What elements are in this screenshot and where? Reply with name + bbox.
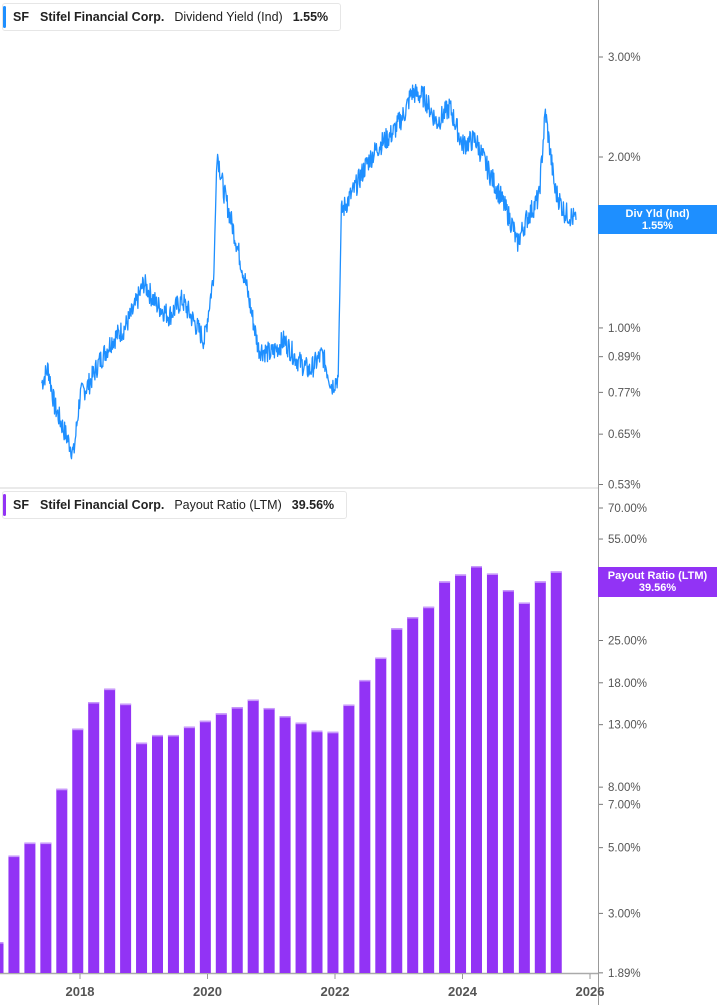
legend-ticker: SF bbox=[13, 498, 29, 512]
top-legend: SF Stifel Financial Corp. Dividend Yield… bbox=[2, 3, 342, 31]
payout-bar bbox=[167, 734, 179, 973]
payout-bar bbox=[295, 722, 307, 973]
y-tick-label: 5.00% bbox=[608, 843, 641, 855]
y-tick-label: 8.00% bbox=[608, 782, 641, 794]
payout-bar bbox=[391, 628, 403, 973]
payout-bar bbox=[327, 731, 339, 973]
y-tick-label: 3.00% bbox=[608, 908, 641, 920]
dividend-yield-line bbox=[41, 83, 577, 460]
payout-bar bbox=[407, 617, 419, 973]
legend-company: Stifel Financial Corp. bbox=[39, 498, 165, 512]
legend-color-bar bbox=[3, 494, 6, 516]
payout-bar bbox=[0, 942, 4, 973]
y-tick-label: 0.65% bbox=[608, 429, 641, 441]
payout-bar bbox=[423, 606, 435, 973]
y-tick-label: 1.89% bbox=[608, 968, 641, 980]
dividend-yield-value-tag: Div Yld (Ind) 1.55% bbox=[598, 205, 717, 234]
x-tick-label: 2026 bbox=[576, 984, 605, 999]
payout-bar bbox=[152, 734, 163, 973]
payout-bar bbox=[471, 566, 482, 973]
payout-bar bbox=[502, 590, 514, 973]
tag-value: 39.56% bbox=[638, 582, 677, 594]
payout-bar bbox=[263, 707, 275, 973]
payout-bar bbox=[72, 728, 84, 973]
payout-bar bbox=[231, 707, 243, 973]
legend-metric: Dividend Yield (Ind) bbox=[174, 10, 283, 24]
payout-bar bbox=[120, 703, 132, 973]
x-tick-label: 2022 bbox=[321, 984, 350, 999]
payout-bar bbox=[215, 713, 227, 973]
top-y-axis-ticks: 3.00% 2.00% 1.00% 0.89% 0.77% 0.65% 0.53% bbox=[599, 52, 641, 491]
payout-bar bbox=[40, 842, 52, 973]
tag-value: 1.55% bbox=[641, 219, 674, 232]
payout-bar bbox=[199, 720, 211, 973]
y-tick-label: 25.00% bbox=[608, 636, 647, 648]
payout-bar bbox=[104, 688, 116, 973]
payout-bar bbox=[24, 842, 36, 973]
payout-bar bbox=[486, 573, 498, 973]
payout-bar bbox=[311, 730, 323, 973]
legend-value: 39.56% bbox=[291, 498, 335, 512]
legend-company: Stifel Financial Corp. bbox=[39, 10, 165, 24]
payout-bar bbox=[136, 742, 148, 973]
y-tick-label: 13.00% bbox=[608, 720, 647, 732]
y-tick-label: 2.00% bbox=[608, 152, 641, 164]
payout-bar bbox=[343, 704, 355, 973]
legend-ticker: SF bbox=[13, 10, 29, 24]
y-tick-label: 55.00% bbox=[608, 534, 647, 546]
tag-label: Payout Ratio (LTM) bbox=[607, 570, 708, 582]
payout-bar bbox=[518, 602, 530, 973]
tag-label: Div Yld (Ind) bbox=[625, 207, 690, 220]
payout-bar bbox=[359, 679, 371, 973]
y-tick-label: 18.00% bbox=[608, 678, 647, 690]
legend-value: 1.55% bbox=[292, 10, 329, 24]
x-tick-label: 2020 bbox=[193, 984, 222, 999]
payout-bar bbox=[439, 581, 451, 973]
bottom-legend: SF Stifel Financial Corp. Payout Ratio (… bbox=[2, 491, 348, 519]
legend-metric: Payout Ratio (LTM) bbox=[174, 498, 282, 512]
y-tick-label: 0.53% bbox=[608, 479, 641, 491]
y-tick-label: 70.00% bbox=[608, 503, 647, 515]
payout-bar bbox=[455, 574, 467, 973]
legend-color-bar bbox=[3, 6, 6, 28]
payout-bar bbox=[88, 702, 100, 973]
payout-bar bbox=[56, 788, 68, 973]
payout-bar bbox=[8, 855, 20, 973]
x-axis-ticks: 2018 2020 2022 2024 2026 bbox=[66, 974, 605, 999]
y-tick-label: 0.89% bbox=[608, 352, 641, 364]
payout-bar bbox=[183, 726, 195, 973]
x-tick-label: 2024 bbox=[448, 984, 478, 999]
payout-bar bbox=[550, 571, 562, 973]
y-tick-label: 0.77% bbox=[608, 387, 641, 399]
payout-bar bbox=[375, 657, 387, 973]
payout-ratio-value-tag: Payout Ratio (LTM) 39.56% bbox=[598, 567, 717, 597]
y-tick-label: 3.00% bbox=[608, 52, 641, 64]
y-tick-label: 1.00% bbox=[608, 323, 641, 335]
payout-bar bbox=[247, 699, 259, 973]
payout-bar bbox=[534, 581, 546, 973]
bottom-y-axis-ticks: 70.00% 55.00% 25.00% 18.00% 13.00% 8.00% 7.00%… bbox=[599, 503, 647, 980]
x-tick-label: 2018 bbox=[66, 984, 95, 999]
payout-bar bbox=[279, 716, 291, 973]
payout-ratio-bars bbox=[0, 566, 562, 973]
y-tick-label: 7.00% bbox=[608, 799, 641, 811]
